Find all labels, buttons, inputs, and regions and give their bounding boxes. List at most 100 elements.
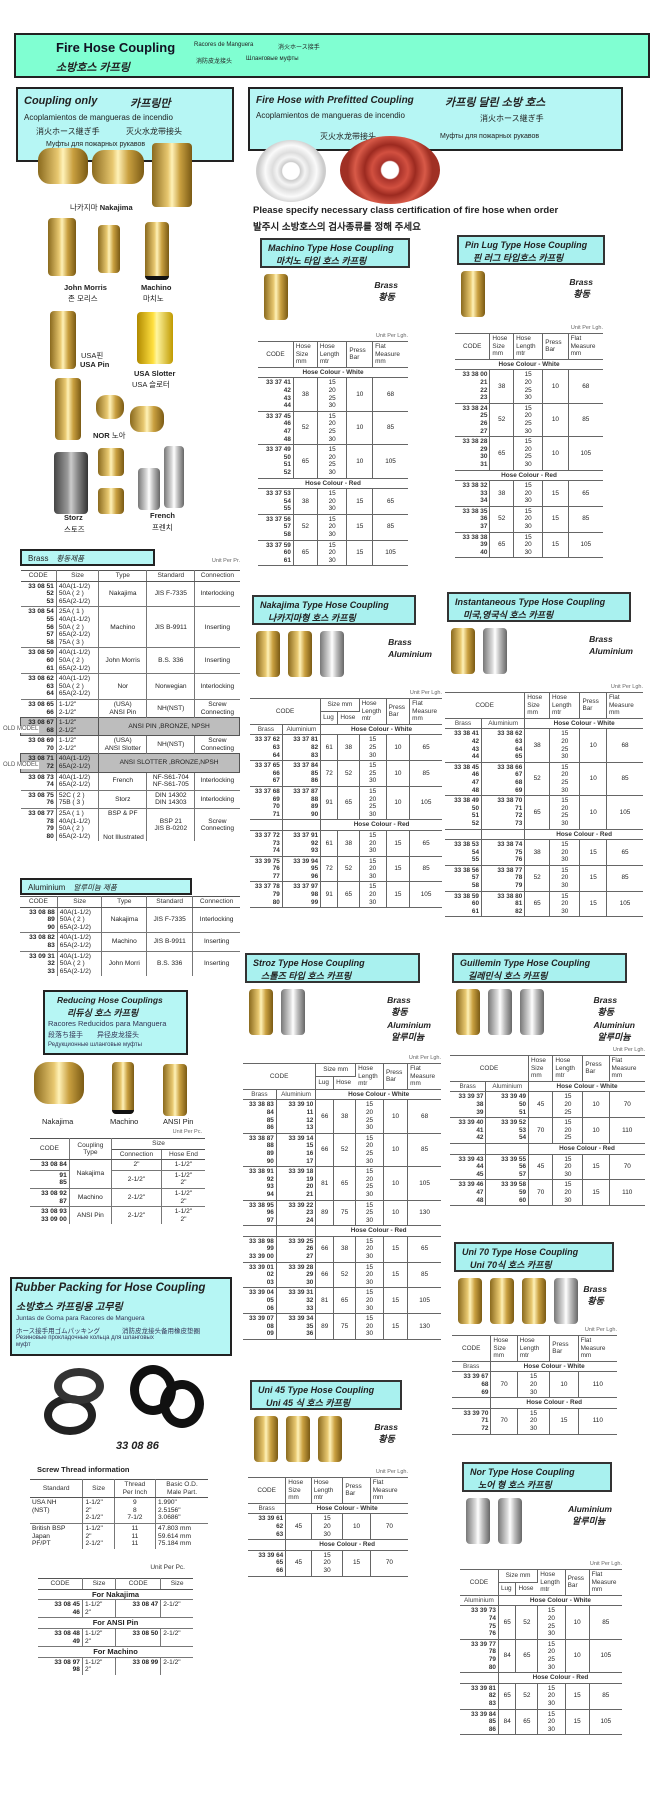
hose-colour-label: Hose Colour - Red — [528, 1143, 645, 1155]
length-cell: 15 20 30 — [552, 1179, 584, 1207]
code-header: CODE — [250, 698, 322, 725]
brass-fitting-image — [461, 271, 485, 317]
usa-pin-label: USA Pin — [80, 360, 110, 369]
section-title-box: Machino Type Hose Coupling 마치노 타입 호스 카프링 — [260, 238, 410, 268]
usa-pin-coupling-image — [50, 311, 76, 369]
size-mm-header: Size mm — [320, 698, 360, 712]
code-cell: 33 37 56 57 58 — [258, 514, 294, 541]
size-cell: 25A ( 1 ) 40A(1-1/2) 50A ( 2 ) 65A(2-1/2… — [56, 606, 100, 648]
hose-size-cell: 52 — [515, 1683, 539, 1710]
old-model-row: 33 08 67 68 OLD MODEL 1-1/2" 2-1/2" ANSI PI… — [2, 717, 240, 737]
length-cell: 15 20 25 30 — [355, 1133, 384, 1168]
hose-colour-label: Hose Colour - Red — [315, 1225, 441, 1237]
aluminium-code-cell: 33 39 10 11 12 13 — [276, 1099, 317, 1134]
standard-cell: B.S. 336 — [146, 950, 194, 977]
brass-fitting-image — [256, 631, 280, 677]
length-cell: 15 20 30 — [549, 891, 581, 918]
code-cell: 33 08 93 33 09 00 — [30, 1206, 70, 1225]
coupling-image — [152, 143, 192, 207]
table-row: 33 08 65 66 1-1/2" 2-1/2" (USA) ANSI Pin NH… — [20, 698, 240, 718]
flat-cell: 110 — [578, 1408, 617, 1435]
header-row: CODE Size CODE Size — [38, 1578, 193, 1590]
flat-header: Flat Measure mm — [370, 1477, 408, 1504]
flat-cell: 105 — [589, 1709, 622, 1736]
hose-colour-label: Hose Colour - White — [315, 1089, 441, 1101]
size-mm-header: Size mm — [315, 1063, 357, 1077]
hose-size-header: Hose Size mm — [489, 333, 515, 360]
section-title: Guillemin Type Hose Coupling — [460, 958, 591, 968]
code-column-label: Aluminium — [481, 718, 526, 730]
hose-size-header: Hose Size mm — [524, 692, 550, 719]
column-header: Type — [98, 570, 148, 582]
usa-slotter-label-ko: USA 슬로터 — [132, 380, 170, 389]
code-cell: 33 39 67 68 69 — [452, 1371, 492, 1399]
table-row: 91 85 2-1/2" 1-1/2" 2" — [30, 1169, 205, 1189]
aluminium-code-cell: 33 39 22 23 24 — [276, 1200, 317, 1227]
unit-note: Unit Per Lgh. — [408, 1055, 441, 1061]
table-row: 33 08 45 46 1-1/2" 2" 33 08 47 2-1/2" — [38, 1599, 193, 1618]
table-row: 33 39 70 71 72 70 15 20 30 15 110 — [452, 1408, 617, 1435]
type-cell: Nor — [98, 673, 148, 700]
section-title-box: Nor Type Hose Coupling 노어 형 호스 카프링 — [462, 1462, 612, 1492]
material-name: Brass — [387, 995, 411, 1005]
flat-cell: 130 — [407, 1200, 441, 1227]
colour-row: Brass Aluminium Hose Colour - White — [243, 1089, 441, 1101]
code-column-label: Brass — [248, 1503, 287, 1515]
type-cell: Nakajima — [101, 906, 148, 933]
flat-cell: 85 — [372, 514, 408, 541]
column-header: Size — [82, 1578, 116, 1590]
code-text: 33 08 71 72 — [28, 755, 54, 771]
unit-note: Unit Per Lgh. — [409, 690, 442, 696]
length-cell: 15 20 30 — [311, 1513, 344, 1541]
nor-coupling-image — [55, 378, 81, 440]
section-title-ko: 나카지마형 호스 카프링 — [268, 613, 356, 623]
aluminium-code-cell: 33 37 91 92 93 — [282, 830, 322, 857]
table-row: 33 37 68 69 70 71 33 37 87 88 89 90 91 65 15… — [250, 786, 442, 821]
press-cell: 15 — [383, 1287, 409, 1315]
header-row: Lug Hose — [243, 1076, 441, 1090]
prefitted-title-ko: 카프링 달린 소방 호스 — [445, 97, 546, 109]
flat-cell: 105 — [407, 1287, 441, 1315]
flat-header: Flat Measure mm — [409, 698, 442, 725]
lug-cell: 66 — [315, 1262, 335, 1289]
press-cell: 10 — [582, 1091, 610, 1119]
hose-colour-label: Hose Colour - Red — [285, 1539, 408, 1551]
length-cell: 15 20 30 — [359, 881, 387, 909]
hose-end-header: Hose End — [161, 1148, 205, 1161]
length-cell: 15 20 25 30 — [513, 436, 544, 471]
press-cell: 10 — [346, 444, 374, 479]
press-header: Press Bar — [579, 692, 607, 719]
press-cell: 10 — [383, 1133, 409, 1168]
aluminium-fitting-image — [466, 1498, 490, 1544]
machino-hose-section: Machino Type Hose Coupling 마치노 타입 호스 카프링 B… — [258, 238, 410, 567]
order-notice-ko: 발주시 소방호스의 검사종류를 정해 주세요 — [253, 222, 421, 233]
reducing-es: Racores Reducidos para Manguera — [48, 1019, 167, 1028]
product-photos: Brass 황동 — [452, 1272, 617, 1325]
standard-cell: Norwegian — [146, 673, 196, 700]
material-label: Aluminium 알루미늄 — [387, 1020, 431, 1043]
size-cell: 40A(1-1/2) 65A(2-1/2) — [55, 753, 100, 773]
code-cell: 33 37 65 66 67 — [250, 760, 283, 787]
unit-note: Unit Per Lgh. — [584, 1327, 617, 1333]
group-label: For Machino — [38, 1646, 193, 1658]
column-header: Basic O.D. Male Part. — [155, 1478, 208, 1499]
table-row: 33 39 73 74 75 76 65 52 15 20 25 30 10 85 — [460, 1605, 622, 1640]
press-header: Press Bar — [582, 1055, 610, 1082]
length-cell: 15 20 30 — [317, 514, 348, 541]
table-row: 33 38 87 88 89 90 33 39 14 15 16 17 66 52 15… — [243, 1133, 441, 1168]
material-name: Brass — [583, 1284, 607, 1294]
flat-cell: 130 — [407, 1313, 441, 1340]
table-row: 33 37 59 60 61 65 15 20 30 15 105 — [258, 540, 408, 567]
hose-size-header: Hose Size mm — [490, 1335, 518, 1362]
table-row: 33 09 31 32 33 40A(1-1/2) 50A ( 2 ) 65A(2… — [20, 950, 240, 977]
material-name: Aluminium — [388, 649, 432, 659]
group-label-row: For Nakajima — [38, 1588, 193, 1600]
connection-cell: 2" — [111, 1159, 162, 1171]
flat-cell: 105 — [409, 881, 442, 909]
code-cell: 33 08 71 72 OLD MODEL — [2, 753, 57, 773]
connection-cell: Interlocking — [194, 789, 240, 809]
press-cell: 15 — [386, 856, 411, 883]
size-cell: 1-1/2" 2" — [82, 1656, 116, 1675]
table-row: 33 39 81 82 83 65 52 15 20 30 15 85 — [460, 1683, 622, 1710]
table-row: 33 08 75 76 52C ( 2 ) 75B ( 3 ) Storz DIN 1… — [20, 789, 240, 809]
